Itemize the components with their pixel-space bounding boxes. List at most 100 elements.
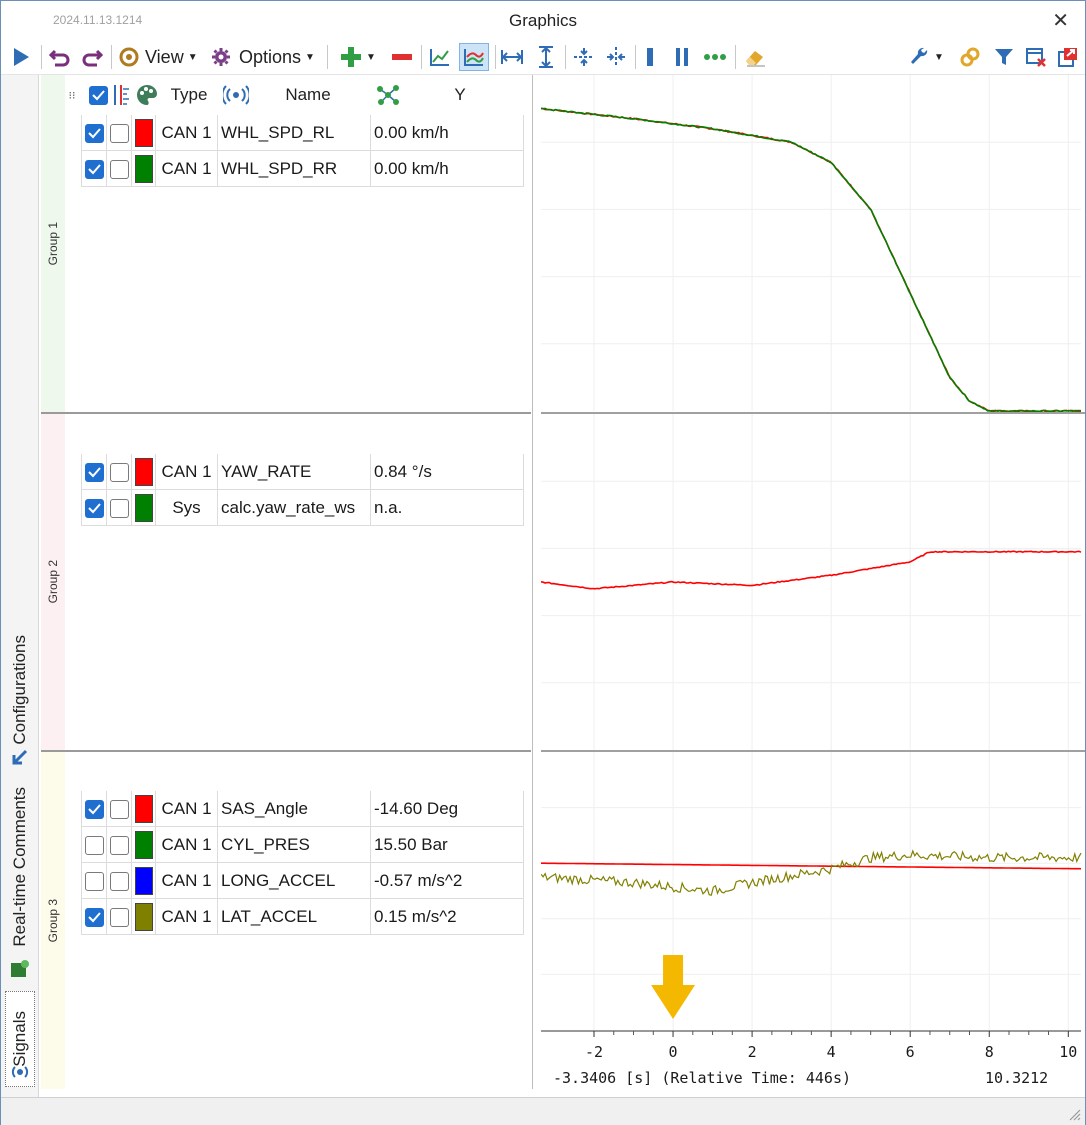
undo-icon [49,49,70,67]
visible-checkbox[interactable] [84,907,104,927]
visible-checkbox[interactable] [84,498,104,518]
single-cursor-button[interactable] [639,43,661,71]
signal-value: 15.50 Bar [371,827,524,863]
series-line-lat-accel[interactable] [540,849,1082,896]
redo-icon [82,49,103,67]
fit-horizontal-button[interactable] [499,43,525,71]
link-button[interactable] [957,43,983,71]
axis-scale-icon[interactable] [111,81,133,109]
signal-type: CAN 1 [156,151,218,187]
fit-vertical-button[interactable] [533,43,559,71]
visible-checkbox[interactable] [84,159,104,179]
color-swatch[interactable] [134,795,153,823]
signal-name: YAW_RATE [218,454,371,490]
single-plot-button[interactable] [427,43,453,71]
group-2-strip[interactable]: Group 2 [41,414,65,750]
toolbar: View ▼ Options ▼ ▼ [1,39,1085,75]
cursor-split-h-button[interactable] [571,43,597,71]
table-row[interactable]: CAN 1 LAT_ACCEL 0.15 m/s^2 [81,899,524,935]
plot-divider[interactable] [541,412,1085,414]
close-window-button[interactable]: ✕ [1052,10,1069,32]
arrow-tab-icon-wrap[interactable] [5,747,35,769]
series-line-whl-spd-rr[interactable] [540,107,1082,413]
clear-button[interactable] [741,43,769,71]
options-menu[interactable]: Options ▼ [211,43,321,71]
row-menu-icon[interactable]: ⁝⁝ [68,89,76,102]
y-column-header[interactable]: Y [454,85,466,104]
axis-checkbox[interactable] [109,835,129,855]
series-line-whl-spd-rl[interactable] [540,107,1082,413]
select-all-checkbox[interactable] [87,81,109,109]
palette-icon[interactable] [135,81,159,109]
chevron-down-icon: ▼ [305,51,315,63]
table-row[interactable]: CAN 1 WHL_SPD_RR 0.00 km/h [81,151,524,187]
visible-checkbox[interactable] [84,123,104,143]
chevron-down-icon: ▼ [934,51,944,63]
filter-button[interactable] [991,43,1017,71]
color-swatch[interactable] [134,458,153,486]
series-line-sas-angle[interactable] [541,862,1082,870]
color-swatch[interactable] [134,155,153,183]
table-row[interactable]: Sys calc.yaw_rate_ws n.a. [81,490,524,526]
popout-button[interactable] [1055,43,1081,71]
tab-configurations[interactable]: Configurations [5,615,35,765]
axis-checkbox[interactable] [109,159,129,179]
axis-checkbox[interactable] [109,498,129,518]
add-signal-button[interactable]: ▼ [335,43,381,71]
plot-canvas[interactable] [540,75,1085,1089]
axis-checkbox[interactable] [109,123,129,143]
plot-panel: -2 0 2 4 6 8 10 -3.3406 [s] (Relative Time: 44… [540,75,1085,1089]
more-cursors-button[interactable] [701,43,729,71]
group-1-strip[interactable]: Group 1 [41,75,65,413]
close-panel-icon [1026,48,1046,67]
series-line-yaw-rate[interactable] [540,550,1082,590]
table-row[interactable]: CAN 1 WHL_SPD_RL 0.00 km/h [81,115,524,151]
x-tick-label: -2 [584,1043,604,1061]
time-marker-arrow-icon[interactable] [651,955,696,1019]
title-bar: 2024.11.13.1214 Graphics ✕ [1,1,1085,39]
cursor-split-h-icon [574,48,594,66]
group-divider[interactable] [41,750,531,752]
multi-plot-button[interactable] [459,43,489,71]
tab-real-time-comments[interactable]: Real-time Comments [5,781,35,953]
axis-checkbox[interactable] [109,907,129,927]
group-3-strip[interactable]: Group 3 [41,752,65,1089]
redo-button[interactable] [79,43,105,71]
x-tick-label: 10 [1059,1043,1078,1061]
table-row[interactable]: CAN 1 YAW_RATE 0.84 °/s [81,454,524,490]
name-column-header[interactable]: Name [285,85,331,104]
axis-checkbox[interactable] [109,871,129,891]
visible-checkbox[interactable] [84,835,104,855]
wrench-icon [911,47,928,64]
tools-menu[interactable]: ▼ [907,43,947,71]
visible-checkbox[interactable] [84,799,104,819]
color-swatch[interactable] [134,831,153,859]
type-column-header[interactable]: Type [170,85,208,104]
signal-name: WHL_SPD_RL [218,115,371,151]
undo-button[interactable] [47,43,73,71]
table-row[interactable]: CAN 1 CYL_PRES 15.50 Bar [81,827,524,863]
dual-cursor-button[interactable] [671,43,693,71]
close-panel-button[interactable] [1023,43,1049,71]
gear-icon [212,48,230,66]
tab-configurations-label: Configurations [10,635,29,745]
axis-checkbox[interactable] [109,462,129,482]
color-swatch[interactable] [134,119,153,147]
visible-checkbox[interactable] [84,871,104,891]
table-row[interactable]: CAN 1 LONG_ACCEL -0.57 m/s^2 [81,863,524,899]
signal-broadcast-icon [221,81,251,109]
resize-grip-icon[interactable] [1067,1107,1081,1121]
color-swatch[interactable] [134,903,153,931]
color-swatch[interactable] [134,867,153,895]
table-row[interactable]: CAN 1 SAS_Angle -14.60 Deg [81,791,524,827]
remove-signal-button[interactable] [389,43,415,71]
plot-divider[interactable] [541,750,1085,752]
line-chart-icon [430,49,449,66]
visible-checkbox[interactable] [84,462,104,482]
color-swatch[interactable] [134,494,153,522]
axis-checkbox[interactable] [109,799,129,819]
play-button[interactable] [9,43,33,71]
group-divider[interactable] [41,412,531,414]
view-menu[interactable]: View ▼ [119,43,203,71]
cursor-split-v-button[interactable] [603,43,629,71]
